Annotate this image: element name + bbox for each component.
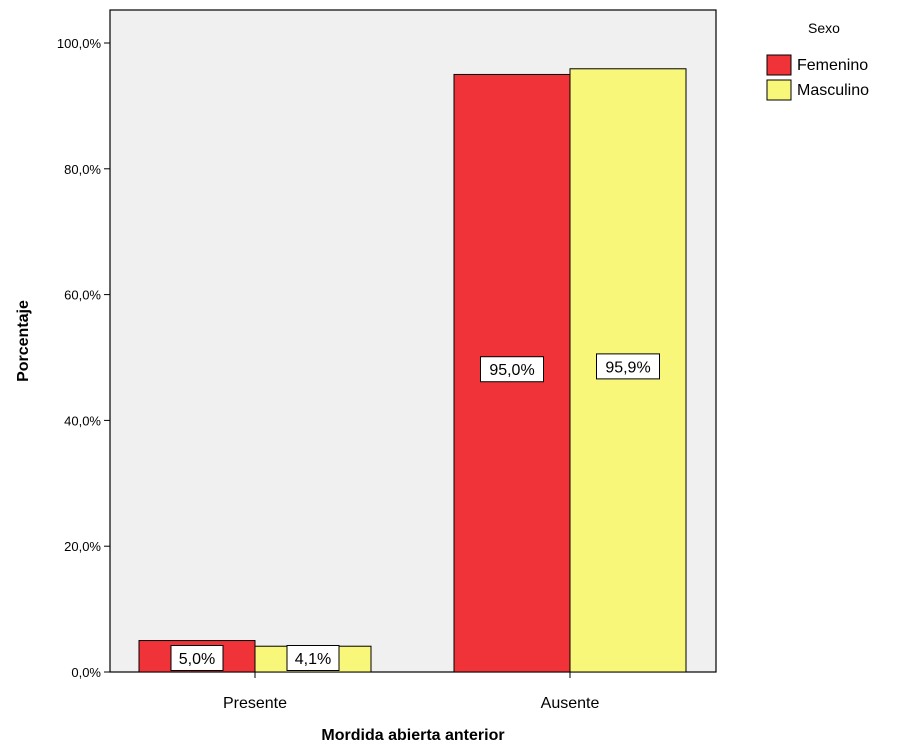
y-tick-label: 20,0% (64, 539, 101, 554)
legend-label-femenino: Femenino (797, 57, 868, 74)
data-label: 4,1% (295, 651, 331, 668)
x-tick-label: Presente (223, 695, 287, 712)
legend-items: Femenino Masculino (766, 54, 869, 101)
data-label: 5,0% (179, 651, 215, 668)
y-tick-label: 100,0% (57, 36, 102, 51)
data-label-box (480, 356, 544, 383)
x-tick-label: Ausente (541, 695, 600, 712)
y-axis-title: Porcentaje (15, 300, 32, 382)
legend-swatch-masculino (766, 79, 792, 101)
x-axis-title: Mordida abierta anterior (321, 727, 504, 744)
data-label-box (170, 645, 224, 671)
y-tick-label: 40,0% (64, 413, 101, 428)
legend-title: Sexo (808, 20, 840, 36)
y-tick-label: 80,0% (64, 162, 101, 177)
legend-label-masculino: Masculino (797, 82, 869, 99)
data-label: 95,0% (489, 362, 534, 379)
data-labels-layer: 5,0% 4,1% 95,0% 95,9% (170, 353, 660, 671)
legend: Sexo Femenino Masculino (766, 20, 869, 101)
bars-layer (138, 68, 687, 673)
data-label-box (596, 353, 660, 380)
y-axis: 0,0% 20,0% 40,0% 60,0% 80,0% 100,0% (57, 36, 110, 680)
data-label: 95,9% (605, 359, 650, 376)
y-tick-label: 0,0% (71, 665, 101, 680)
legend-swatch-femenino (766, 54, 792, 76)
data-label-box (286, 645, 340, 671)
x-axis: Presente Ausente (223, 672, 599, 712)
y-tick-label: 60,0% (64, 288, 101, 303)
